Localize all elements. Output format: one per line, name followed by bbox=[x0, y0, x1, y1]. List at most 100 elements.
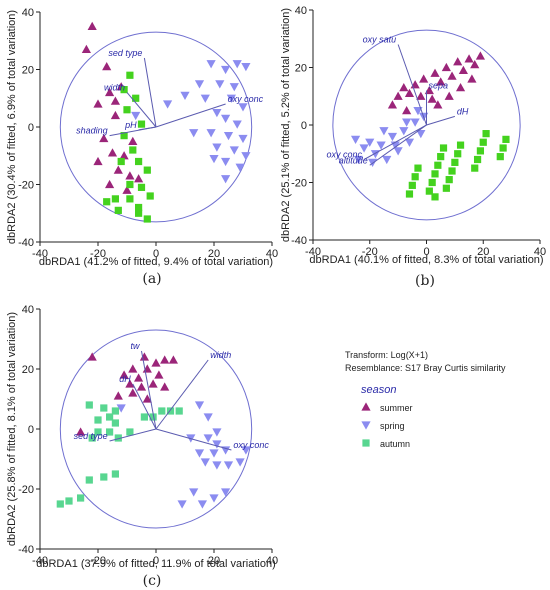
x-tick-label: 0 bbox=[153, 555, 159, 567]
autumn-point bbox=[405, 190, 414, 198]
spring-point bbox=[209, 449, 219, 458]
autumn-point bbox=[143, 215, 151, 223]
x-tick-label: 40 bbox=[266, 248, 278, 260]
spring-point bbox=[223, 461, 234, 470]
autumn-point bbox=[120, 132, 128, 140]
autumn-point bbox=[111, 195, 119, 203]
summer-point bbox=[122, 185, 132, 194]
spring-point bbox=[197, 500, 207, 509]
autumn-point bbox=[496, 153, 504, 161]
summer-point bbox=[151, 358, 161, 367]
vector-sed-type bbox=[109, 428, 157, 442]
autumn-point bbox=[100, 473, 108, 481]
spring-point bbox=[215, 80, 225, 89]
spring-point bbox=[194, 401, 205, 410]
summer-point bbox=[105, 179, 115, 189]
autumn-point bbox=[126, 71, 134, 79]
autumn-point bbox=[126, 428, 134, 436]
spring-point bbox=[393, 147, 403, 156]
legend-marker-autumn bbox=[362, 439, 370, 447]
summer-point bbox=[444, 91, 454, 100]
x-tick-label: 40 bbox=[266, 555, 278, 567]
summer-point bbox=[125, 171, 135, 180]
summer-point bbox=[148, 379, 158, 388]
autumn-point bbox=[473, 155, 482, 164]
series-summer bbox=[387, 51, 486, 115]
summer-point bbox=[470, 60, 480, 69]
autumn-point bbox=[135, 203, 143, 212]
y-tick-label: 0 bbox=[301, 120, 307, 132]
autumn-point bbox=[132, 94, 140, 102]
x-axis-label: dbRDA1 (40.1% of fitted, 8.3% of total v… bbox=[309, 254, 543, 266]
y-tick-label: 20 bbox=[22, 364, 34, 376]
autumn-point bbox=[129, 146, 137, 154]
x-tick-label: -20 bbox=[90, 248, 106, 260]
y-tick-label: 0 bbox=[28, 122, 34, 134]
autumn-point bbox=[425, 187, 433, 195]
spring-point bbox=[353, 155, 363, 165]
summer-point bbox=[441, 62, 451, 72]
vector-label: width bbox=[104, 83, 125, 93]
spring-point bbox=[221, 446, 231, 455]
correlation-circle bbox=[59, 31, 253, 223]
y-tick-label: 40 bbox=[22, 7, 34, 19]
summer-point bbox=[402, 106, 412, 115]
summer-point bbox=[142, 394, 152, 403]
spring-point bbox=[232, 60, 242, 69]
summer-point bbox=[136, 382, 147, 391]
autumn-point bbox=[126, 195, 134, 203]
autumn-point bbox=[77, 494, 85, 502]
summer-point bbox=[419, 74, 429, 83]
summer-point bbox=[113, 391, 123, 400]
spring-point bbox=[194, 449, 205, 458]
autumn-point bbox=[448, 167, 456, 175]
autumn-point bbox=[434, 161, 442, 169]
vector-oxy-conc bbox=[155, 103, 226, 128]
summer-point bbox=[128, 136, 138, 146]
spring-point bbox=[402, 118, 412, 127]
x-tick-label: -40 bbox=[305, 246, 321, 258]
spring-point bbox=[241, 446, 251, 455]
vector-label: oxy satu bbox=[363, 35, 397, 45]
vector-label: altitude bbox=[339, 155, 368, 165]
spring-point bbox=[177, 500, 187, 509]
y-tick-label: 20 bbox=[22, 65, 34, 77]
summer-point bbox=[110, 96, 120, 105]
summer-point bbox=[134, 373, 144, 382]
y-tick-label: 40 bbox=[22, 304, 34, 316]
spring-point bbox=[221, 65, 231, 75]
spring-point bbox=[235, 458, 245, 467]
summer-point bbox=[102, 62, 112, 71]
vector-dH bbox=[132, 383, 157, 430]
spring-point bbox=[206, 60, 216, 69]
vector-width bbox=[155, 359, 209, 430]
vector-oxy-conc bbox=[363, 124, 427, 160]
autumn-point bbox=[137, 183, 146, 191]
autumn-point bbox=[85, 476, 93, 484]
autumn-point bbox=[149, 413, 157, 421]
spring-point bbox=[376, 141, 386, 150]
spring-point bbox=[229, 146, 239, 155]
series-summer bbox=[81, 21, 144, 194]
autumn-point bbox=[499, 144, 507, 152]
spring-point bbox=[212, 428, 222, 437]
autumn-point bbox=[414, 164, 422, 172]
autumn-point bbox=[431, 170, 439, 178]
x-tick-label: 20 bbox=[477, 246, 489, 258]
y-axis-label: dbRDA2 (25.8% of fitted, 8.1% of total v… bbox=[6, 312, 18, 546]
x-tick-label: 0 bbox=[423, 246, 429, 258]
autumn-point bbox=[88, 434, 96, 442]
series-summer bbox=[76, 352, 178, 436]
correlation-circle bbox=[59, 329, 253, 529]
summer-point bbox=[139, 352, 149, 361]
autumn-point bbox=[166, 407, 175, 415]
legend-label-autumn: autumn bbox=[380, 439, 410, 449]
spring-point bbox=[413, 106, 423, 116]
vector-label: oxy conc bbox=[233, 440, 269, 450]
autumn-point bbox=[135, 209, 143, 217]
y-tick-label: -20 bbox=[18, 484, 34, 496]
summer-point bbox=[475, 51, 486, 60]
summer-point bbox=[87, 21, 97, 31]
vector-oxy-conc bbox=[155, 428, 232, 451]
